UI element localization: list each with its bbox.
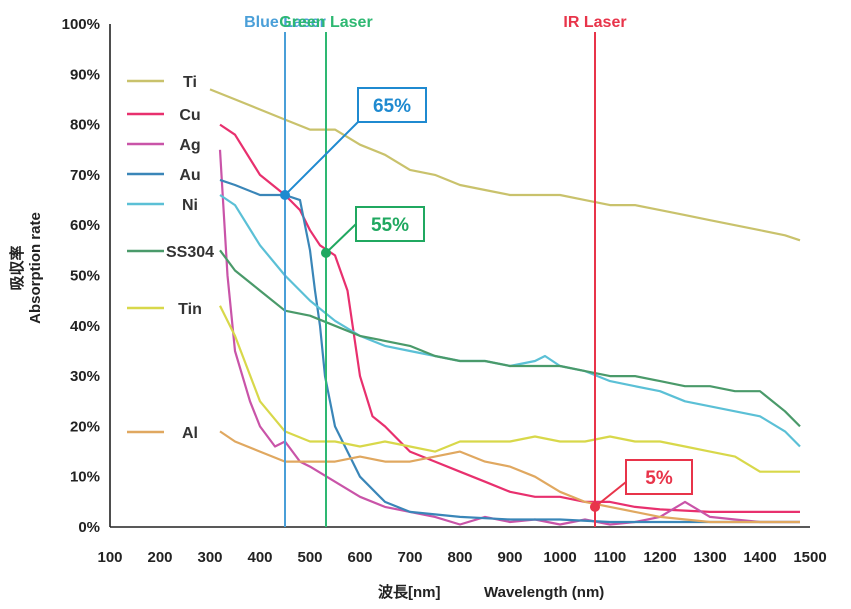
y-axis-title-ja: 吸収率 — [8, 245, 26, 290]
y-tick-label: 30% — [70, 368, 100, 385]
callout-box — [357, 87, 427, 123]
legend-label-ag: Ag — [179, 137, 200, 154]
green-laser-label: Green Laser — [279, 14, 372, 31]
series-line-tin — [219, 305, 800, 473]
series-line-ag — [218, 149, 800, 526]
x-axis-title: Wavelength (nm) — [484, 584, 604, 601]
callout-leader — [325, 223, 357, 254]
legend-label-tin: Tin — [178, 301, 202, 318]
callout-leader — [284, 121, 359, 196]
series-line-au — [219, 178, 800, 524]
x-tick-label: 1100 — [594, 549, 627, 566]
callout-label: 65% — [373, 96, 411, 117]
x-tick-label: 1400 — [743, 549, 776, 566]
x-tick-label: 1000 — [543, 549, 576, 566]
legend-label-al: Al — [182, 425, 198, 442]
x-tick-label: 700 — [397, 549, 422, 566]
x-tick-label: 800 — [447, 549, 472, 566]
x-tick-label: 900 — [497, 549, 522, 566]
callout-marker — [590, 501, 600, 512]
callout-marker — [280, 190, 290, 201]
callout-box — [355, 206, 425, 242]
callout-box — [625, 459, 693, 495]
x-tick-label: 600 — [347, 549, 372, 566]
series-line-ss304 — [219, 249, 801, 428]
legend-label-ti: Ti — [183, 74, 197, 91]
x-tick-label: 200 — [147, 549, 172, 566]
x-tick-label: 300 — [197, 549, 222, 566]
series-line-ni — [219, 194, 801, 448]
y-tick-label: 40% — [70, 318, 100, 335]
axes — [109, 24, 810, 528]
x-axis-title-ja: 波長[nm] — [378, 583, 441, 601]
y-tick-label: 0% — [78, 519, 100, 536]
legend-label-au: Au — [179, 167, 200, 184]
x-tick-label: 400 — [247, 549, 272, 566]
series-lines — [209, 88, 801, 526]
y-tick-label: 100% — [62, 16, 100, 33]
x-tick-label: 500 — [297, 549, 322, 566]
y-tick-label: 90% — [70, 66, 100, 83]
series-line-ti — [209, 88, 801, 242]
legend-label-ss304: SS304 — [166, 244, 214, 261]
y-tick-label: 70% — [70, 167, 100, 184]
blue-laser-label: Blue Laser — [244, 14, 326, 31]
callout-label: 55% — [371, 215, 409, 236]
x-tick-label: 1500 — [793, 549, 826, 566]
legend-label-cu: Cu — [179, 107, 200, 124]
y-axis-title: Absorption rate — [27, 212, 44, 324]
y-tick-label: 80% — [70, 117, 100, 134]
y-tick-label: 50% — [70, 268, 100, 285]
ir-laser-label: IR Laser — [563, 14, 626, 31]
callout-label: 5% — [645, 468, 673, 489]
y-tick-label: 20% — [70, 418, 100, 435]
callout-marker — [321, 247, 331, 258]
callouts: 65% 55% 5% — [280, 87, 693, 512]
series-line-cu — [219, 123, 800, 513]
x-tick-label: 1300 — [693, 549, 726, 566]
callout-leader — [594, 481, 627, 508]
tick-labels: 100 200 300 400 500 600 700 800 900 1000 1100 1200 1… — [62, 16, 827, 566]
axis-titles: 波長[nm] Wavelength (nm) 吸収率 Absorption ra… — [8, 212, 604, 601]
x-tick-label: 1200 — [643, 549, 676, 566]
y-tick-label: 60% — [70, 217, 100, 234]
legend-label-ni: Ni — [182, 197, 198, 214]
y-tick-label: 10% — [70, 469, 100, 486]
series-line-al — [219, 430, 800, 524]
x-tick-label: 100 — [97, 549, 122, 566]
legend: Ti Cu Ag Au Ni SS304 Tin Al — [127, 74, 214, 442]
